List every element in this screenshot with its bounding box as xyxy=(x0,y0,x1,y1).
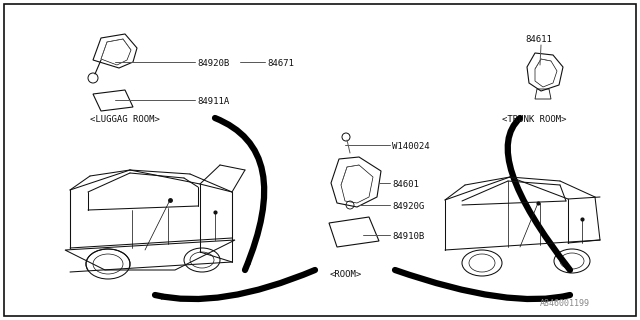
Text: 84910B: 84910B xyxy=(392,232,424,241)
Text: A846001199: A846001199 xyxy=(540,299,590,308)
Text: 84920B: 84920B xyxy=(197,59,229,68)
Text: <ROOM>: <ROOM> xyxy=(330,270,362,279)
Polygon shape xyxy=(561,294,570,300)
Polygon shape xyxy=(245,261,251,270)
Text: 84601: 84601 xyxy=(392,180,419,189)
Text: W140024: W140024 xyxy=(392,142,429,151)
Text: 84911A: 84911A xyxy=(197,97,229,106)
Polygon shape xyxy=(155,294,163,300)
Text: 84671: 84671 xyxy=(267,59,294,68)
Text: <TRUNK ROOM>: <TRUNK ROOM> xyxy=(502,115,566,124)
Polygon shape xyxy=(563,262,570,270)
Text: <LUGGAG ROOM>: <LUGGAG ROOM> xyxy=(90,115,160,124)
Text: 84611: 84611 xyxy=(525,35,552,44)
Text: 84920G: 84920G xyxy=(392,202,424,211)
